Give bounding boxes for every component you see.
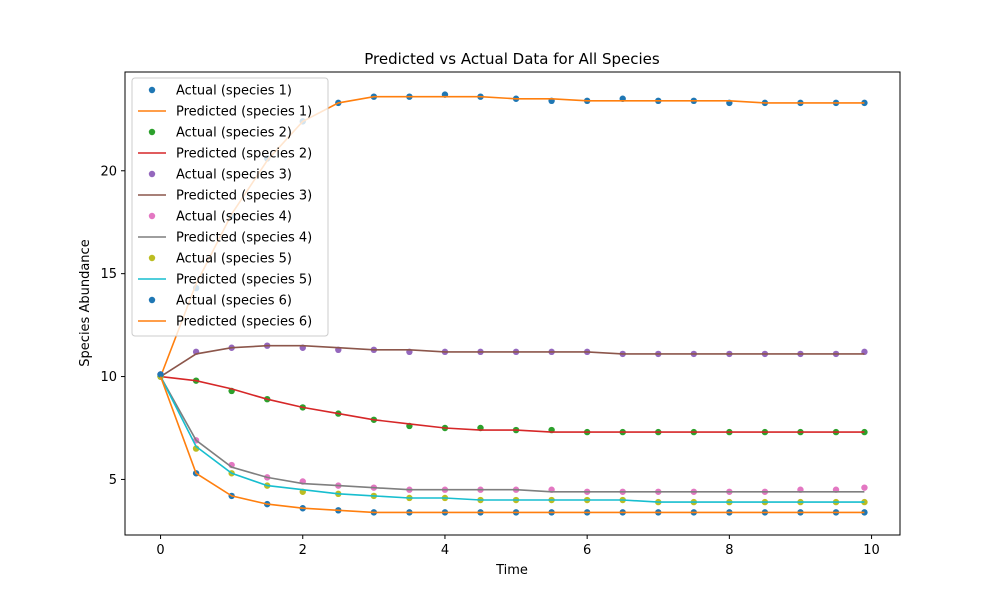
x-tick-label: 4 xyxy=(441,543,449,558)
legend-label: Actual (species 1) xyxy=(176,84,292,99)
legend-item: Actual (species 6) xyxy=(148,294,292,309)
legend-item: Predicted (species 5) xyxy=(138,273,312,288)
x-tick-label: 2 xyxy=(299,543,307,558)
series-10 xyxy=(159,376,865,503)
legend-marker xyxy=(148,212,156,220)
legend-item: Predicted (species 1) xyxy=(138,105,312,120)
y-tick-label: 20 xyxy=(100,164,117,179)
legend-label: Actual (species 5) xyxy=(176,252,292,267)
legend-label: Predicted (species 6) xyxy=(176,315,312,330)
chart-title: Predicted vs Actual Data for All Species xyxy=(364,50,660,68)
legend-item: Predicted (species 6) xyxy=(138,315,312,330)
legend-item: Predicted (species 3) xyxy=(138,189,312,204)
actual-point xyxy=(861,484,868,491)
x-tick-label: 6 xyxy=(583,543,591,558)
y-tick-label: 15 xyxy=(100,267,117,282)
legend-label: Actual (species 4) xyxy=(176,210,292,225)
legend-item: Actual (species 3) xyxy=(148,168,292,183)
actual-point xyxy=(861,509,868,516)
series-4 xyxy=(160,375,865,433)
legend-label: Predicted (species 2) xyxy=(176,147,312,162)
y-tick-label: 5 xyxy=(109,473,117,488)
axes: 0 2 4 6 8 10 5 10 15 20 xyxy=(100,164,879,558)
predicted-line xyxy=(160,344,865,378)
legend-marker xyxy=(148,86,156,94)
series-6 xyxy=(160,344,865,378)
legend: Actual (species 1) Predicted (species 1) A… xyxy=(131,77,329,337)
legend-label: Actual (species 3) xyxy=(176,168,292,183)
legend-item: Actual (species 4) xyxy=(148,210,292,225)
predicted-line xyxy=(159,376,865,493)
legend-item: Predicted (species 2) xyxy=(138,147,312,162)
series-8 xyxy=(159,376,865,493)
actual-point xyxy=(861,498,868,506)
legend-box xyxy=(131,77,329,337)
series-12 xyxy=(159,376,865,514)
x-tick-label: 10 xyxy=(863,543,880,558)
legend-marker xyxy=(148,254,156,262)
actual-point xyxy=(157,371,164,378)
legend-label: Predicted (species 3) xyxy=(176,189,312,204)
legend-item: Predicted (species 4) xyxy=(138,231,312,246)
legend-item: Actual (species 2) xyxy=(148,126,292,141)
actual-point xyxy=(861,99,868,107)
legend-label: Predicted (species 5) xyxy=(176,273,312,288)
predicted-line xyxy=(160,375,865,433)
legend-item: Actual (species 5) xyxy=(148,252,292,267)
legend-marker xyxy=(148,128,156,136)
x-axis-label: Time xyxy=(495,563,528,578)
legend-marker xyxy=(148,296,156,304)
plot-area xyxy=(157,91,868,516)
x-tick-label: 8 xyxy=(725,543,733,558)
legend-label: Actual (species 6) xyxy=(176,294,292,309)
y-tick-label: 10 xyxy=(100,370,117,385)
plot-frame xyxy=(124,71,901,536)
predicted-line xyxy=(159,376,865,514)
legend-label: Predicted (species 1) xyxy=(176,105,312,120)
predicted-line xyxy=(159,376,865,503)
legend-label: Actual (species 2) xyxy=(176,126,292,141)
actual-point xyxy=(861,428,868,436)
y-axis-label: Species Abundance xyxy=(78,239,93,366)
legend-item: Actual (species 1) xyxy=(148,84,292,99)
x-tick-label: 0 xyxy=(156,543,164,558)
legend-marker xyxy=(148,170,156,178)
legend-label: Predicted (species 4) xyxy=(176,231,312,246)
